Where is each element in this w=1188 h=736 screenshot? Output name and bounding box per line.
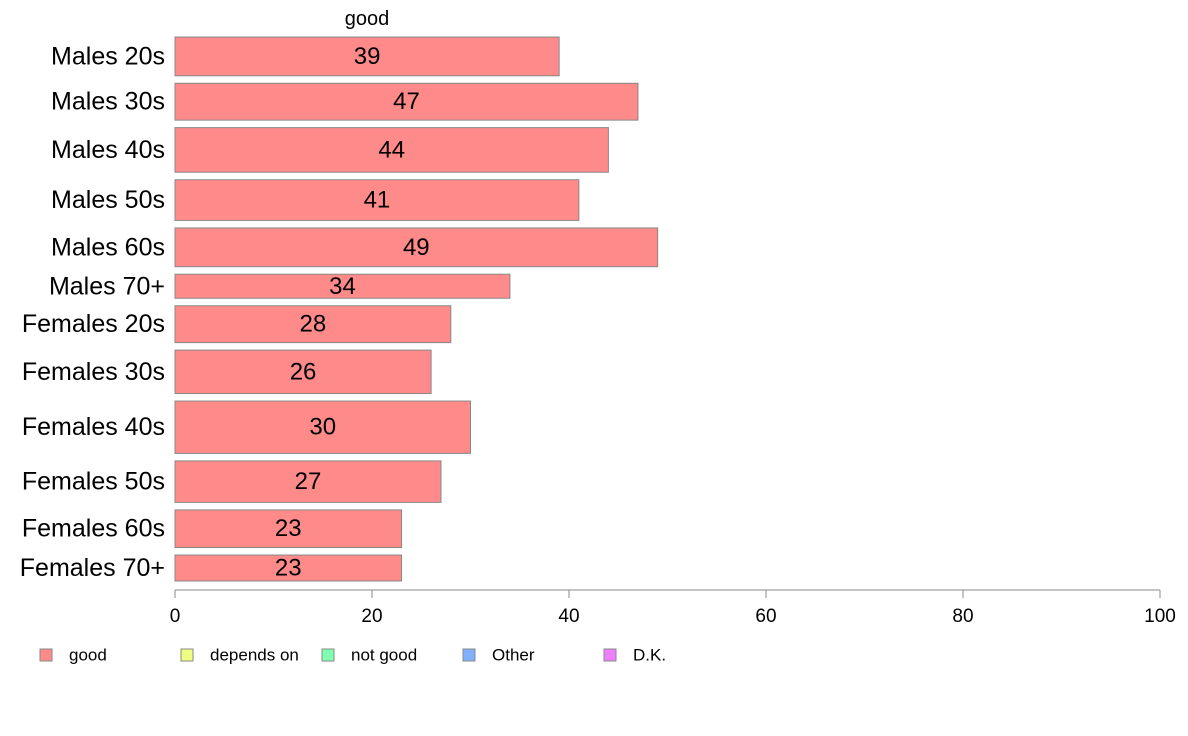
legend-label: depends on [210,646,299,665]
data-label: 26 [290,358,317,385]
x-tick-label: 0 [170,606,181,627]
bar [174,305,452,344]
x-tick-label: 60 [755,606,776,627]
data-label: 47 [393,88,420,115]
bar [174,127,609,173]
bar [174,36,560,77]
category-label: Females 40s [22,413,165,441]
legend-label: Other [492,646,535,665]
x-tick-label: 100 [1144,606,1176,627]
legend-swatch [39,648,53,662]
legend-swatch [462,648,476,662]
data-label: 41 [364,187,391,214]
category-label: Males 30s [51,88,165,116]
bar [174,509,403,549]
data-label: 39 [354,43,381,70]
x-tick-label: 80 [952,606,973,627]
category-label: Females 50s [22,468,165,496]
data-label: 23 [275,555,302,582]
category-label: Males 20s [51,42,165,70]
data-label: 49 [403,234,430,261]
bar [174,349,432,395]
category-label: Males 70+ [49,272,165,300]
data-label: 30 [309,414,336,441]
category-label: Females 60s [22,515,165,543]
legend-swatch [180,648,194,662]
data-label: 27 [295,468,322,495]
bar [174,227,659,268]
category-label: Females 70+ [20,554,165,582]
data-label: 23 [275,515,302,542]
category-label: Females 20s [22,310,165,338]
bar [174,400,471,454]
bar [174,554,403,582]
category-label: Males 50s [51,186,165,214]
data-label: 28 [300,311,327,338]
legend-label: good [69,646,107,665]
bar [174,460,442,503]
legend-swatch [321,648,335,662]
category-label: Males 40s [51,136,165,164]
bar [174,179,580,221]
x-tick-label: 40 [558,606,579,627]
data-label: 44 [378,136,405,163]
category-label: Females 30s [22,358,165,386]
legend-label: not good [351,646,417,665]
bar [174,82,639,121]
series-title: good [345,8,390,30]
x-tick-label: 20 [361,606,382,627]
legend-label: D.K. [633,646,666,665]
legend-swatch [603,648,617,662]
data-label: 34 [329,273,356,300]
bar [174,273,511,299]
category-label: Males 60s [51,233,165,261]
